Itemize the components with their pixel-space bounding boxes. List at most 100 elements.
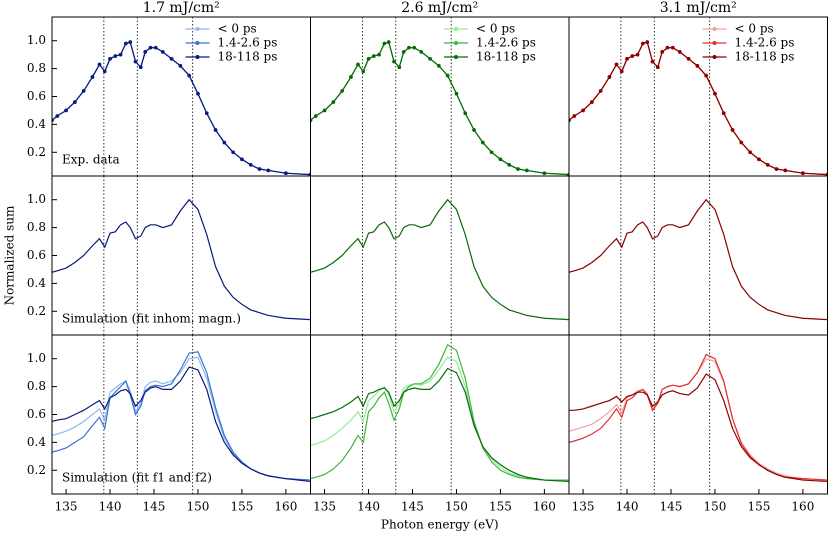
panel [568,175,828,336]
legend-marker [195,27,200,31]
data-point [507,163,512,167]
data-point [489,150,494,155]
data-point [213,128,218,132]
data-point [516,167,520,171]
y-tick-label: 0.8 [27,220,46,234]
data-point [437,64,441,68]
plot-frame [568,175,828,336]
series-line [569,357,828,481]
x-tick-label: 145 [401,500,424,514]
data-point [386,40,391,44]
y-tick-label: 0.2 [27,145,46,159]
y-tick-label: 0.2 [27,304,46,318]
series-line [569,353,828,481]
column-title: 2.6 mJ/cm² [401,0,478,16]
column-title: 3.1 mJ/cm² [660,0,737,16]
data-point [382,41,387,46]
data-point [97,62,102,67]
data-point [108,57,112,61]
legend-marker [195,41,200,45]
data-point [748,150,752,155]
data-point [625,57,629,61]
data-point [454,91,459,96]
panel-annotation: Simulation (fit inhom. magn.) [62,312,241,326]
data-point [590,100,594,104]
panel-annotation: Simulation (fit f1 and f2) [62,471,212,485]
legend-label: 1.4-2.6 ps [476,36,536,50]
series-line [52,351,311,481]
data-point [656,65,660,70]
data-point [187,73,191,78]
data-point [178,64,183,68]
x-tick-label: 150 [187,500,210,514]
series-line [310,356,569,483]
x-tick-label: 155 [489,500,512,514]
series-line [52,198,311,321]
x-tick-label: 140 [99,500,122,514]
data-point [372,54,376,58]
legend-marker [195,55,200,59]
data-point [90,75,95,79]
data-point [757,157,761,162]
column-title: 1.7 mJ/cm² [143,0,220,16]
data-point [498,157,503,162]
series-line [310,198,569,321]
data-point [284,171,288,176]
data-point [630,54,635,58]
x-tick-label: 155 [747,500,770,514]
plot-frame [310,175,570,336]
data-point [366,57,371,61]
data-point [55,114,60,118]
panel: 0.2 0.4 0.6 0.8 1.0 Simulation (fit inhom. ma… [3,175,311,336]
y-tick-label: 0.4 [27,435,46,449]
x-tick-label: 160 [791,500,814,514]
x-tick-label: 155 [230,500,253,514]
data-point [412,45,417,50]
legend-label: 18-118 ps [735,50,795,64]
data-point [196,91,200,96]
x-tick-label: 150 [445,500,468,514]
plot-frame [568,334,828,495]
data-point [686,57,691,61]
y-tick-label: 0.8 [27,379,46,393]
data-point [64,108,68,113]
legend-marker [454,55,458,59]
legend-marker [454,27,458,31]
data-point [340,89,344,93]
data-point [266,168,271,173]
data-point [361,69,366,74]
data-point [356,62,360,67]
data-point [635,52,640,57]
series-line [310,367,569,483]
series-line [52,366,311,483]
data-point [73,100,77,104]
data-point [248,163,253,167]
legend-label: 1.4-2.6 ps [218,36,278,50]
data-point [721,111,726,116]
data-point [783,168,788,173]
data-point [677,50,682,54]
data-point [572,114,577,118]
x-tick-label: 145 [143,500,166,514]
legend-label: < 0 ps [476,22,515,36]
data-point [713,91,717,96]
panel [310,175,570,336]
y-tick-label: 1.0 [27,351,46,365]
x-axis-label: Photon energy (eV) [381,518,499,532]
legend-label: < 0 ps [735,22,774,36]
plot-frame [310,334,570,495]
legend-label: 18-118 ps [476,50,536,64]
data-point [102,69,107,74]
x-tick-label: 140 [616,500,639,514]
data-point [801,171,805,176]
panel: 135 140 145 150 155 160 [568,334,828,514]
legend-marker [454,41,458,45]
data-point [222,140,227,145]
data-point [695,64,700,68]
y-tick-label: 0.6 [27,407,46,421]
y-tick-label: 0.4 [27,276,46,290]
data-point [445,73,450,78]
